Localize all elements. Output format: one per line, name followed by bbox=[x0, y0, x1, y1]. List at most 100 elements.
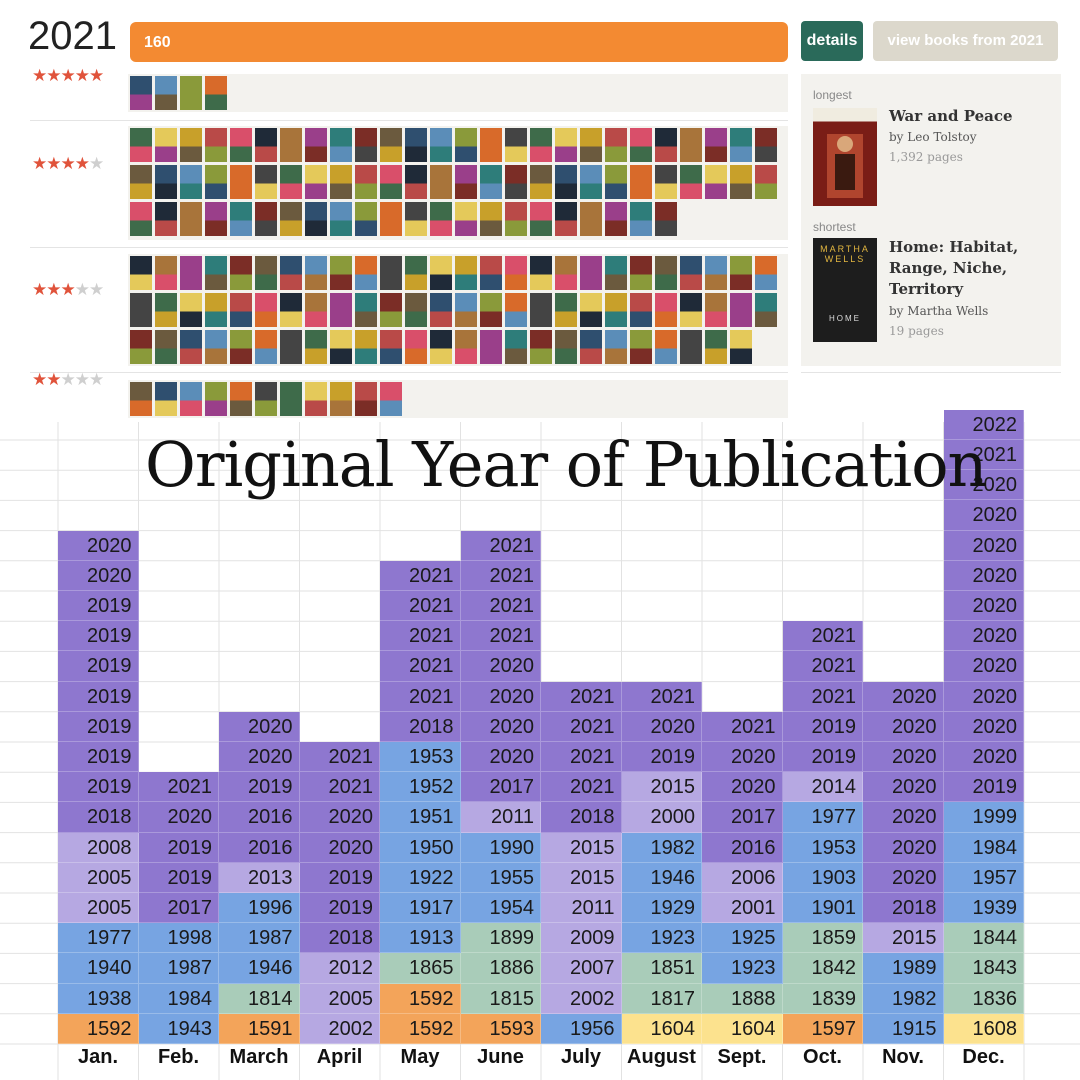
book-cover-thumbnail[interactable] bbox=[605, 165, 627, 199]
year-cell[interactable]: 1592 bbox=[58, 1013, 139, 1044]
book-cover-thumbnail[interactable] bbox=[505, 202, 527, 236]
book-cover-thumbnail[interactable] bbox=[330, 128, 352, 162]
year-cell[interactable]: 2017 bbox=[460, 772, 541, 803]
year-cell[interactable]: 2019 bbox=[58, 711, 139, 742]
book-cover-thumbnail[interactable] bbox=[230, 165, 252, 199]
year-cell[interactable]: 1999 bbox=[943, 802, 1024, 833]
year-cell[interactable]: 2020 bbox=[702, 772, 783, 803]
book-cover-thumbnail[interactable] bbox=[480, 128, 502, 162]
book-cover-thumbnail[interactable] bbox=[180, 202, 202, 236]
year-cell[interactable]: 2021 bbox=[299, 742, 380, 773]
year-cell[interactable]: 2021 bbox=[380, 621, 461, 652]
book-cover-thumbnail[interactable] bbox=[155, 76, 177, 110]
year-cell[interactable]: 2014 bbox=[782, 772, 863, 803]
year-cell[interactable]: 1984 bbox=[138, 983, 219, 1014]
year-cell[interactable]: 2019 bbox=[58, 651, 139, 682]
book-cover-thumbnail[interactable] bbox=[330, 256, 352, 290]
year-cell[interactable]: 2021 bbox=[782, 651, 863, 682]
book-cover-thumbnail[interactable] bbox=[130, 202, 152, 236]
book-cover-thumbnail[interactable] bbox=[605, 293, 627, 327]
year-cell[interactable]: 1955 bbox=[460, 862, 541, 893]
year-cell[interactable]: 2020 bbox=[943, 560, 1024, 591]
year-cell[interactable]: 1923 bbox=[621, 923, 702, 954]
book-cover-thumbnail[interactable] bbox=[255, 293, 277, 327]
book-cover-thumbnail[interactable] bbox=[380, 165, 402, 199]
year-cell[interactable]: 1990 bbox=[460, 832, 541, 863]
book-cover-thumbnail[interactable] bbox=[630, 128, 652, 162]
year-cell[interactable]: 2021 bbox=[541, 772, 622, 803]
year-cell[interactable]: 2020 bbox=[58, 560, 139, 591]
book-cover-thumbnail[interactable] bbox=[155, 202, 177, 236]
year-cell[interactable]: 1946 bbox=[621, 862, 702, 893]
book-cover-thumbnail[interactable] bbox=[180, 128, 202, 162]
year-cell[interactable]: 2021 bbox=[460, 621, 541, 652]
year-cell[interactable]: 2020 bbox=[943, 470, 1024, 501]
year-cell[interactable]: 2021 bbox=[541, 711, 622, 742]
book-cover-thumbnail[interactable] bbox=[330, 382, 352, 416]
year-cell[interactable]: 2021 bbox=[460, 591, 541, 622]
year-cell[interactable]: 1886 bbox=[460, 953, 541, 984]
year-cell[interactable]: 1859 bbox=[782, 923, 863, 954]
book-cover-thumbnail[interactable] bbox=[205, 382, 227, 416]
book-cover-thumbnail[interactable] bbox=[730, 165, 752, 199]
book-cover-thumbnail[interactable] bbox=[205, 76, 227, 110]
year-cell[interactable]: 2020 bbox=[863, 772, 944, 803]
book-cover-thumbnail[interactable] bbox=[430, 128, 452, 162]
year-cell[interactable]: 2020 bbox=[943, 621, 1024, 652]
book-cover-thumbnail[interactable] bbox=[255, 382, 277, 416]
book-cover-thumbnail[interactable] bbox=[330, 293, 352, 327]
year-cell[interactable]: 2019 bbox=[138, 862, 219, 893]
book-cover-thumbnail[interactable] bbox=[205, 202, 227, 236]
book-cover-thumbnail[interactable] bbox=[355, 256, 377, 290]
book-cover-thumbnail[interactable] bbox=[530, 128, 552, 162]
year-cell[interactable]: 2020 bbox=[863, 802, 944, 833]
year-cell[interactable]: 1593 bbox=[460, 1013, 541, 1044]
book-cover-thumbnail[interactable] bbox=[655, 256, 677, 290]
book-cover-thumbnail[interactable] bbox=[130, 76, 152, 110]
year-cell[interactable]: 1950 bbox=[380, 832, 461, 863]
year-cell[interactable]: 1956 bbox=[541, 1013, 622, 1044]
year-cell[interactable]: 1915 bbox=[863, 1013, 944, 1044]
year-cell[interactable]: 2020 bbox=[943, 530, 1024, 561]
year-cell[interactable]: 2020 bbox=[943, 742, 1024, 773]
book-cover-thumbnail[interactable] bbox=[680, 330, 702, 364]
year-cell[interactable]: 2019 bbox=[299, 893, 380, 924]
year-cell[interactable]: 2019 bbox=[138, 832, 219, 863]
year-cell[interactable]: 1839 bbox=[782, 983, 863, 1014]
year-cell[interactable]: 2021 bbox=[782, 621, 863, 652]
year-cell[interactable]: 2021 bbox=[380, 651, 461, 682]
year-cell[interactable]: 2020 bbox=[460, 711, 541, 742]
year-cell[interactable]: 1888 bbox=[702, 983, 783, 1014]
year-cell[interactable]: 1817 bbox=[621, 983, 702, 1014]
book-cover-thumbnail[interactable] bbox=[330, 165, 352, 199]
book-cover-thumbnail[interactable] bbox=[430, 165, 452, 199]
year-cell[interactable]: 2022 bbox=[943, 409, 1024, 440]
book-cover-thumbnail[interactable] bbox=[280, 165, 302, 199]
home-cover[interactable]: MARTHA WELLS HOME bbox=[813, 238, 877, 342]
book-cover-thumbnail[interactable] bbox=[605, 128, 627, 162]
year-cell[interactable]: 2020 bbox=[943, 651, 1024, 682]
year-cell[interactable]: 2020 bbox=[299, 832, 380, 863]
book-cover-thumbnail[interactable] bbox=[405, 202, 427, 236]
book-cover-thumbnail[interactable] bbox=[555, 128, 577, 162]
year-cell[interactable]: 2021 bbox=[460, 560, 541, 591]
year-cell[interactable]: 2017 bbox=[138, 893, 219, 924]
book-cover-thumbnail[interactable] bbox=[530, 256, 552, 290]
book-cover-thumbnail[interactable] bbox=[355, 293, 377, 327]
year-cell[interactable]: 2021 bbox=[380, 681, 461, 712]
book-cover-thumbnail[interactable] bbox=[530, 293, 552, 327]
year-cell[interactable]: 2016 bbox=[702, 832, 783, 863]
book-cover-thumbnail[interactable] bbox=[205, 330, 227, 364]
year-cell[interactable]: 1977 bbox=[782, 802, 863, 833]
book-cover-thumbnail[interactable] bbox=[605, 202, 627, 236]
book-cover-thumbnail[interactable] bbox=[180, 382, 202, 416]
book-cover-thumbnail[interactable] bbox=[305, 202, 327, 236]
book-cover-thumbnail[interactable] bbox=[380, 293, 402, 327]
year-cell[interactable]: 2020 bbox=[943, 681, 1024, 712]
year-cell[interactable]: 2016 bbox=[219, 802, 300, 833]
longest-book-title[interactable]: War and Peace bbox=[889, 107, 1013, 125]
book-cover-thumbnail[interactable] bbox=[330, 330, 352, 364]
year-cell[interactable]: 2005 bbox=[58, 862, 139, 893]
book-cover-thumbnail[interactable] bbox=[705, 293, 727, 327]
year-cell[interactable]: 1814 bbox=[219, 983, 300, 1014]
